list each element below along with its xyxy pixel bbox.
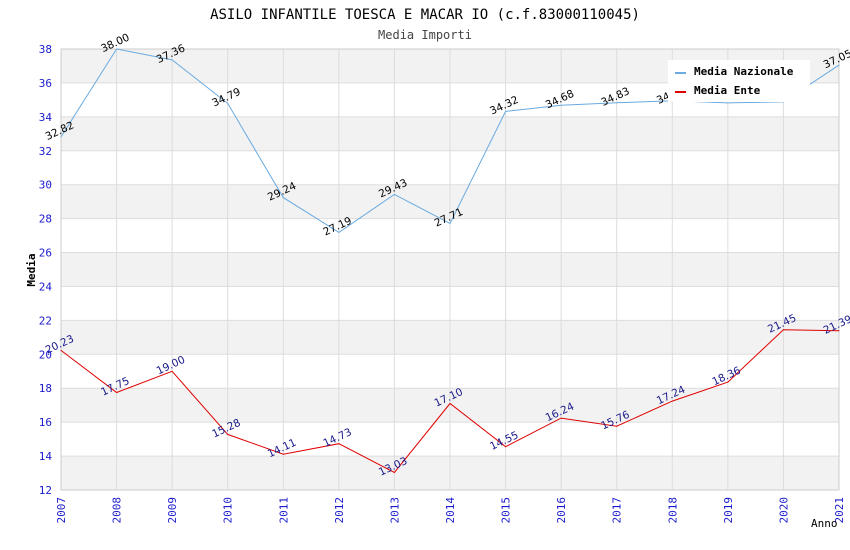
data-point — [616, 425, 618, 427]
data-point — [60, 136, 62, 138]
x-tick-label: 2014 — [444, 497, 457, 524]
data-point — [171, 370, 173, 372]
data-point — [393, 472, 395, 474]
data-point — [727, 102, 729, 104]
data-label: 34.79 — [210, 86, 242, 110]
data-point — [505, 110, 507, 112]
data-label: 14.73 — [321, 426, 353, 450]
y-axis-label: Media — [25, 253, 38, 286]
data-label: 18.36 — [710, 364, 743, 388]
data-point — [449, 223, 451, 225]
data-label: 19.00 — [155, 354, 187, 378]
data-label: 14.55 — [488, 429, 520, 453]
data-point — [338, 443, 340, 445]
data-point — [727, 381, 729, 383]
y-tick-label: 16 — [39, 416, 52, 429]
legend-label-nazionale: Media Nazionale — [694, 65, 794, 78]
x-tick-label: 2012 — [333, 497, 346, 524]
x-axis-label: Anno — [811, 517, 838, 530]
data-point — [227, 433, 229, 435]
y-tick-label: 30 — [39, 179, 52, 192]
legend: Media Nazionale Media Ente — [668, 60, 810, 102]
x-tick-label: 2020 — [777, 497, 790, 524]
x-tick-label: 2017 — [611, 497, 624, 524]
data-point — [449, 402, 451, 404]
x-tick-label: 2011 — [277, 497, 290, 524]
x-tick-label: 2010 — [222, 497, 235, 524]
x-tick-label: 2016 — [555, 497, 568, 524]
x-axis-ticks: 2007 2008 2009 2010 2011 2012 2013 2014 2015 2016… — [55, 497, 846, 524]
y-tick-label: 22 — [39, 314, 52, 327]
y-axis-ticks: 12 14 16 18 20 22 24 26 28 30 32 34 36 38 — [39, 43, 53, 497]
data-label: 34.68 — [544, 88, 576, 112]
y-tick-label: 34 — [39, 111, 53, 124]
data-label: 34.83 — [599, 85, 631, 109]
x-tick-label: 2008 — [111, 497, 124, 524]
y-tick-label: 20 — [39, 348, 52, 361]
grid-lines — [60, 48, 840, 491]
data-point — [282, 453, 284, 455]
y-tick-label: 12 — [39, 484, 52, 497]
data-point — [838, 64, 840, 66]
data-point — [505, 446, 507, 448]
x-tick-label: 2021 — [833, 497, 846, 524]
data-point — [671, 400, 673, 402]
data-point — [338, 231, 340, 233]
data-point — [282, 197, 284, 199]
y-tick-label: 36 — [39, 77, 52, 90]
data-point — [616, 102, 618, 104]
x-tick-label: 2019 — [722, 497, 735, 524]
chart-subtitle: Media Importi — [378, 28, 472, 42]
x-tick-label: 2007 — [55, 497, 68, 524]
y-tick-label: 26 — [39, 247, 52, 260]
data-point — [782, 329, 784, 331]
data-point — [171, 59, 173, 61]
data-point — [560, 104, 562, 106]
legend-box — [668, 60, 810, 102]
x-tick-label: 2009 — [166, 497, 179, 524]
data-point — [227, 102, 229, 104]
chart-title: ASILO INFANTILE TOESCA E MACAR IO (c.f.8… — [210, 7, 640, 23]
data-point — [116, 48, 118, 50]
data-point — [60, 349, 62, 351]
x-tick-label: 2015 — [500, 497, 513, 524]
y-tick-label: 14 — [39, 450, 53, 463]
x-tick-label: 2018 — [666, 497, 679, 524]
y-tick-label: 28 — [39, 213, 52, 226]
data-point — [560, 417, 562, 419]
data-point — [393, 193, 395, 195]
legend-label-ente: Media Ente — [694, 84, 761, 97]
plot-border — [60, 48, 840, 491]
y-tick-label: 32 — [39, 145, 52, 158]
y-tick-label: 18 — [39, 382, 52, 395]
data-point — [838, 330, 840, 332]
x-tick-label: 2013 — [388, 497, 401, 524]
y-tick-label: 24 — [39, 280, 53, 293]
y-tick-label: 38 — [39, 43, 52, 56]
data-point — [116, 391, 118, 393]
